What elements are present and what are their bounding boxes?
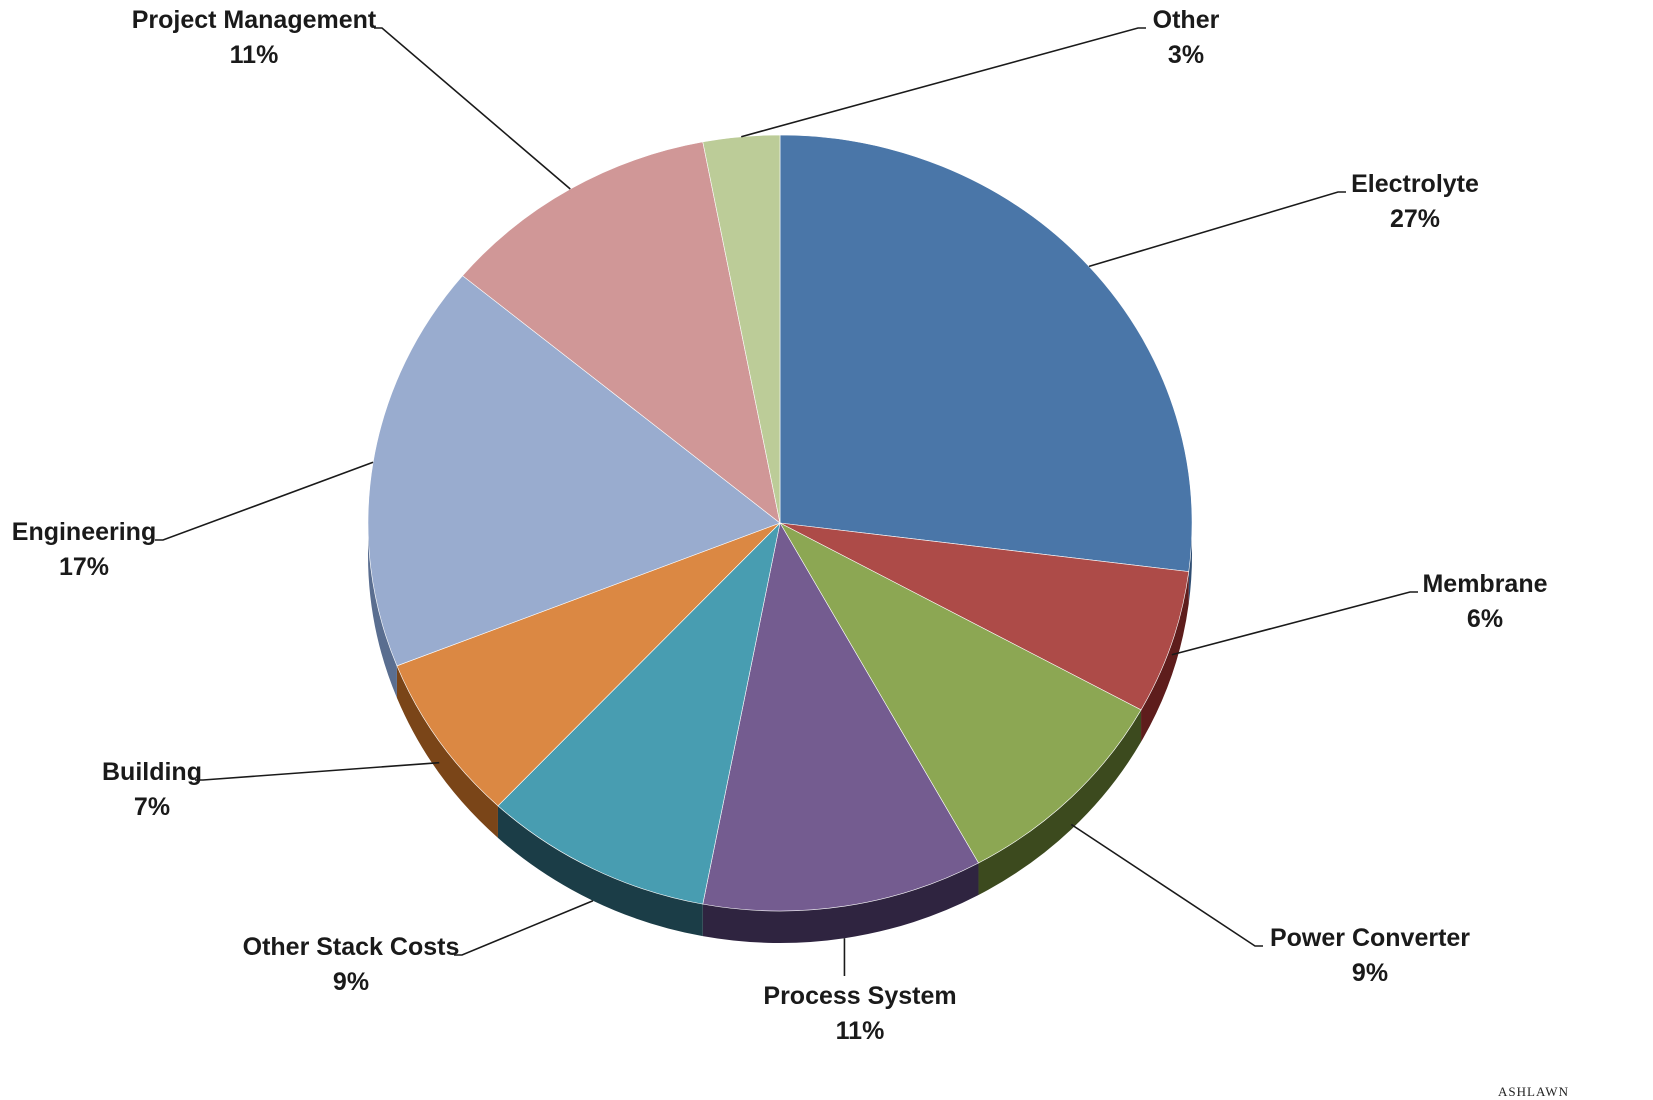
slice-value-0: 27% <box>1390 205 1440 233</box>
pie-slice-8 <box>702 134 781 524</box>
leader-line-8 <box>741 27 1146 138</box>
slice-value-8: 3% <box>1168 41 1204 69</box>
slice-label-0: Electrolyte <box>1351 170 1479 198</box>
pie-slice-6 <box>367 275 781 667</box>
slice-value-7: 11% <box>230 41 279 69</box>
ashlawn-logo: ASHLAWN <box>1498 1084 1569 1099</box>
pie-slice-0 <box>779 134 1193 572</box>
pie-slice-5 <box>396 522 781 807</box>
slice-label-2: Power Converter <box>1270 924 1470 952</box>
slice-value-1: 6% <box>1467 605 1503 633</box>
pie-slice-7 <box>462 141 781 524</box>
leader-line-4 <box>454 899 594 956</box>
pie-side-4 <box>497 805 703 937</box>
pie-side-3 <box>702 863 979 943</box>
leader-line-6 <box>155 461 374 541</box>
slice-value-5: 7% <box>134 793 170 821</box>
leader-lines <box>155 27 1418 976</box>
pie-side-5 <box>396 665 498 838</box>
slice-value-3: 11% <box>836 1017 885 1045</box>
pie-slice-1 <box>779 522 1190 711</box>
slice-value-6: 17% <box>59 553 109 581</box>
pie-side-2 <box>978 709 1142 896</box>
slice-label-4: Other Stack Costs <box>243 933 460 961</box>
slice-value-4: 9% <box>333 968 369 996</box>
leader-line-1 <box>1171 591 1418 656</box>
slice-label-5: Building <box>102 758 202 786</box>
slice-labels: Electrolyte 27% Membrane 6% Power Converter 9… <box>12 6 1548 1045</box>
pie-side-1 <box>1141 571 1189 742</box>
pie-slice-2 <box>779 522 1142 864</box>
pie-side-0 <box>1188 523 1192 604</box>
slice-label-8: Other <box>1153 6 1220 34</box>
leader-line-0 <box>1088 191 1346 268</box>
slice-label-3: Process System <box>763 982 956 1010</box>
pie-sides <box>368 523 1192 943</box>
pie-side-6 <box>368 523 397 698</box>
leader-line-2 <box>1070 823 1263 947</box>
slice-label-1: Membrane <box>1422 570 1547 598</box>
logo-text: ASHLAWN <box>1498 1084 1569 1099</box>
pie-slice-3 <box>702 522 979 912</box>
pie-slices <box>367 134 1193 912</box>
leader-line-5 <box>195 761 440 781</box>
leader-line-7 <box>374 27 571 190</box>
slice-value-2: 9% <box>1352 959 1388 987</box>
slice-label-6: Engineering <box>12 518 156 546</box>
pie-slice-4 <box>497 522 781 905</box>
slice-label-7: Project Management <box>132 6 377 34</box>
